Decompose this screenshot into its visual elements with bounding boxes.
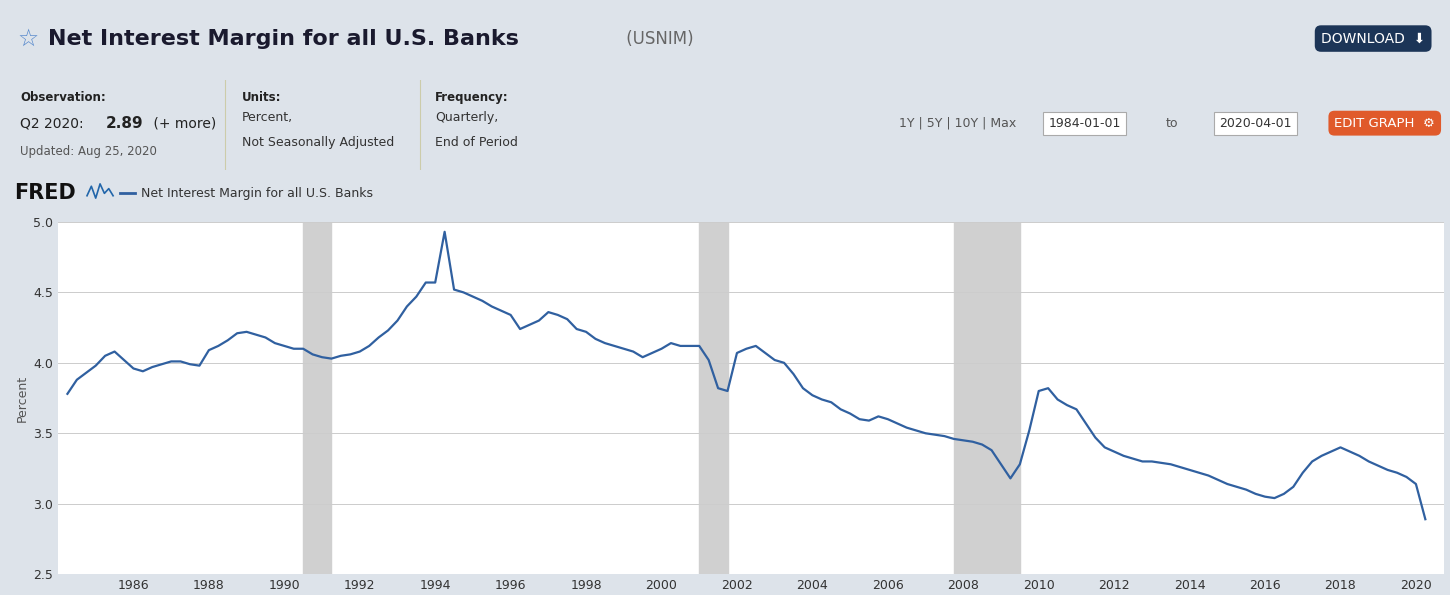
Text: EDIT GRAPH  ⚙: EDIT GRAPH ⚙ <box>1334 117 1436 130</box>
Text: Net Interest Margin for all U.S. Banks: Net Interest Margin for all U.S. Banks <box>48 29 519 49</box>
Text: (+ more): (+ more) <box>149 116 216 130</box>
Text: Quarterly,: Quarterly, <box>435 111 499 124</box>
Text: Not Seasonally Adjusted: Not Seasonally Adjusted <box>242 136 394 149</box>
Text: to: to <box>1166 117 1177 130</box>
Text: Observation:: Observation: <box>20 91 106 104</box>
Text: ☆: ☆ <box>17 27 39 51</box>
Text: 1984-01-01: 1984-01-01 <box>1048 117 1121 130</box>
Text: End of Period: End of Period <box>435 136 518 149</box>
Text: DOWNLOAD  ⬇: DOWNLOAD ⬇ <box>1321 32 1425 46</box>
Text: Q2 2020:: Q2 2020: <box>20 116 88 130</box>
Y-axis label: Percent: Percent <box>16 374 29 422</box>
Text: Units:: Units: <box>242 91 281 104</box>
Text: FRED: FRED <box>14 183 77 203</box>
Text: 2020-04-01: 2020-04-01 <box>1219 117 1292 130</box>
Text: 1Y | 5Y | 10Y | Max: 1Y | 5Y | 10Y | Max <box>899 117 1016 130</box>
Text: 2.89: 2.89 <box>106 115 144 131</box>
Text: Percent,: Percent, <box>242 111 293 124</box>
Bar <box>954 222 1019 574</box>
Text: Net Interest Margin for all U.S. Banks: Net Interest Margin for all U.S. Banks <box>141 187 373 200</box>
Bar <box>699 222 728 574</box>
Text: Frequency:: Frequency: <box>435 91 509 104</box>
Text: Updated: Aug 25, 2020: Updated: Aug 25, 2020 <box>20 145 157 158</box>
Text: (USNIM): (USNIM) <box>621 30 693 48</box>
Bar <box>303 222 332 574</box>
